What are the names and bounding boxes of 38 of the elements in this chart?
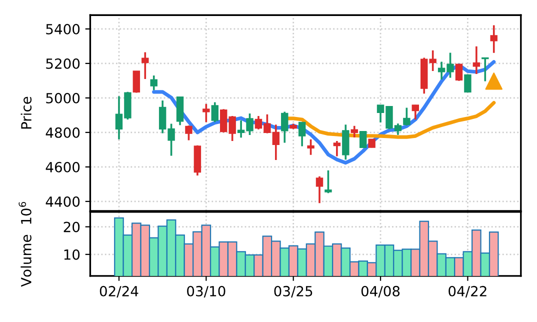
y-axis-title: Price bbox=[20, 96, 32, 129]
y-tick-label: 4600 bbox=[46, 162, 80, 172]
candlestick bbox=[202, 103, 210, 123]
candlestick bbox=[211, 101, 218, 123]
candlestick bbox=[403, 106, 410, 126]
y-tick-label: 5200 bbox=[46, 58, 80, 69]
candlestick bbox=[150, 74, 158, 92]
candlestick bbox=[490, 24, 498, 54]
line-series bbox=[152, 60, 496, 165]
y-tick-label: 10 bbox=[64, 249, 80, 260]
candlestick bbox=[472, 45, 480, 75]
candlestick bbox=[455, 63, 463, 82]
y-tick-label: 4800 bbox=[46, 127, 80, 138]
y-tick-label: 4400 bbox=[46, 196, 80, 207]
candlestick bbox=[281, 110, 288, 144]
candlestick bbox=[316, 176, 324, 204]
y-tick-label: 5400 bbox=[46, 24, 80, 34]
candlestick bbox=[333, 140, 341, 158]
x-tick-label: 02/24 bbox=[100, 286, 138, 298]
x-tick-label: 04/08 bbox=[361, 286, 400, 298]
y-tick-label: 5000 bbox=[46, 92, 80, 104]
candlestick bbox=[185, 124, 192, 142]
candlestick bbox=[342, 124, 350, 161]
y-axis-title: Volume 10$^{6}$ bbox=[18, 202, 32, 287]
candlestick bbox=[412, 104, 420, 120]
candlestick bbox=[359, 131, 367, 148]
candlestick bbox=[142, 51, 149, 80]
candlestick bbox=[324, 169, 332, 194]
candlestick bbox=[350, 124, 358, 138]
y-tick-label: 20 bbox=[64, 222, 80, 232]
candlestick bbox=[482, 56, 489, 82]
candlestick bbox=[298, 121, 306, 148]
x-tick-label: 03/10 bbox=[187, 286, 226, 298]
candlestick bbox=[464, 74, 472, 92]
x-tick-label: 04/22 bbox=[448, 286, 486, 298]
x-tick-label: 03/25 bbox=[274, 286, 312, 298]
candlestick bbox=[132, 70, 140, 94]
candlestick bbox=[307, 138, 314, 156]
